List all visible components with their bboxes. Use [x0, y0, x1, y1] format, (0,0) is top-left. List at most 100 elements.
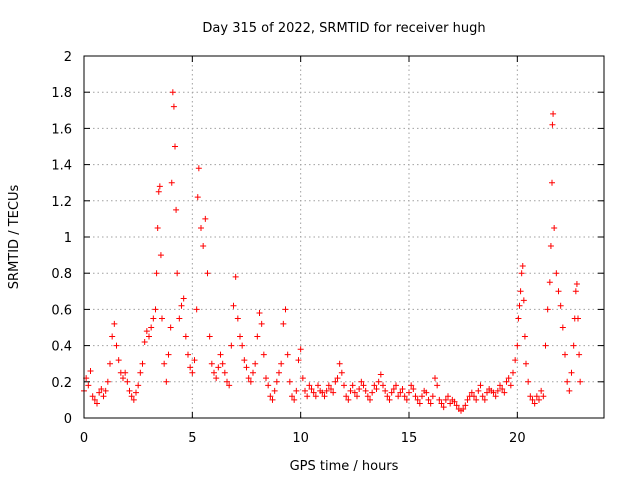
data-point	[232, 273, 239, 280]
data-point	[91, 396, 98, 403]
data-point	[442, 396, 449, 403]
data-point	[308, 386, 315, 393]
x-tick-label: 10	[292, 431, 309, 446]
data-point	[278, 360, 285, 367]
data-point	[194, 194, 201, 201]
data-point	[170, 103, 177, 110]
data-point	[115, 357, 122, 364]
data-point	[180, 295, 187, 302]
y-tick-label: 0.8	[51, 267, 72, 282]
data-point	[555, 288, 562, 295]
data-point	[544, 306, 551, 313]
data-point	[219, 360, 226, 367]
data-point	[193, 306, 200, 313]
x-axis-ticks: 0 5 10 15 20	[80, 56, 526, 446]
data-point	[146, 333, 152, 340]
data-point	[349, 382, 356, 389]
data-point	[473, 396, 480, 403]
data-point	[182, 333, 189, 340]
data-point	[345, 396, 352, 403]
data-point	[516, 302, 523, 309]
data-point	[176, 315, 183, 322]
data-point	[514, 342, 521, 349]
data-point	[245, 375, 252, 382]
data-point	[168, 179, 175, 186]
data-point	[547, 243, 554, 250]
gridlines	[84, 56, 604, 418]
data-point	[187, 364, 194, 371]
data-point	[412, 393, 419, 400]
data-point	[338, 369, 345, 376]
data-point	[515, 315, 522, 322]
data-point	[102, 387, 109, 394]
data-point	[341, 382, 347, 389]
data-point	[198, 224, 204, 231]
y-tick-label: 1.6	[51, 122, 72, 137]
data-point	[155, 188, 162, 195]
data-point	[510, 369, 516, 376]
y-tick-label: 1	[64, 231, 72, 246]
data-point	[332, 378, 339, 385]
data-point	[230, 302, 237, 309]
data-point	[282, 306, 289, 313]
data-point	[334, 375, 341, 382]
data-point	[518, 270, 525, 277]
data-point	[120, 375, 126, 382]
data-point	[419, 393, 425, 400]
data-point	[525, 378, 532, 385]
data-point	[323, 387, 330, 394]
data-point	[269, 396, 276, 403]
data-point	[384, 393, 391, 400]
data-point	[293, 387, 300, 394]
data-point	[364, 393, 371, 400]
data-point	[161, 360, 168, 367]
data-point	[375, 378, 382, 385]
data-point	[152, 306, 159, 313]
y-axis-label: SRMTID / TECUs	[7, 185, 22, 290]
data-point	[113, 342, 120, 349]
data-point	[167, 324, 174, 331]
data-point	[159, 315, 165, 322]
y-tick-label: 1.4	[51, 159, 72, 174]
data-point	[135, 382, 142, 389]
data-point	[325, 382, 332, 389]
data-point	[141, 338, 148, 345]
data-point	[520, 297, 527, 304]
data-point	[200, 243, 207, 250]
data-point	[87, 367, 94, 374]
data-point	[531, 400, 538, 407]
data-point	[410, 386, 417, 393]
data-point	[143, 328, 150, 335]
data-point	[403, 396, 410, 403]
data-point	[408, 382, 415, 389]
data-point	[393, 382, 399, 389]
data-point	[377, 371, 384, 378]
data-point	[471, 393, 477, 400]
y-tick-label: 0.2	[51, 376, 72, 391]
data-point	[213, 375, 220, 382]
data-point	[462, 402, 469, 409]
data-point	[304, 393, 311, 400]
data-point	[330, 389, 337, 396]
data-point	[517, 288, 524, 295]
data-point	[208, 360, 215, 367]
data-point	[295, 357, 302, 364]
data-point	[512, 357, 519, 364]
data-point	[202, 215, 209, 222]
data-point	[551, 224, 558, 231]
data-point	[265, 382, 272, 389]
data-point	[445, 393, 451, 400]
data-point	[427, 400, 434, 407]
x-tick-label: 15	[401, 431, 418, 446]
data-point	[406, 389, 412, 396]
data-point	[414, 396, 421, 403]
data-point	[553, 270, 560, 277]
data-point	[484, 389, 490, 396]
data-point	[284, 351, 291, 358]
y-tick-label: 0.6	[51, 303, 72, 318]
data-point	[559, 324, 566, 331]
data-point	[254, 333, 261, 340]
data-point	[195, 165, 202, 172]
data-point	[247, 378, 254, 385]
